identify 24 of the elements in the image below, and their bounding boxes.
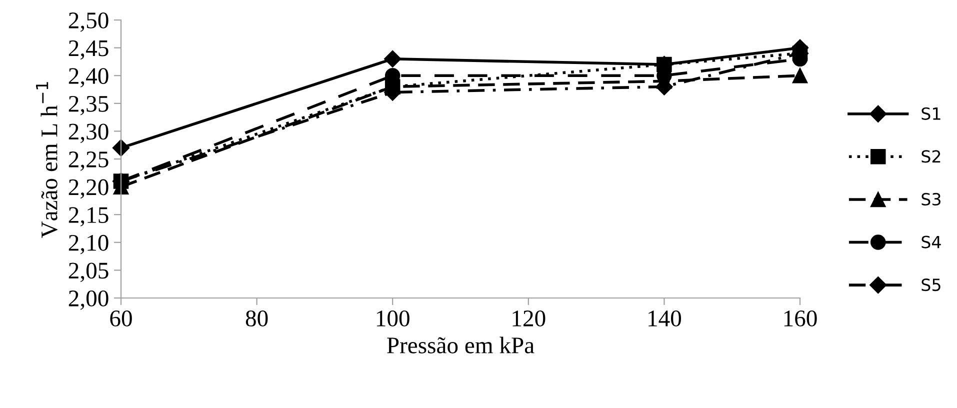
x-tick-label: 120 — [512, 310, 546, 326]
y-tick-label: 2,45 — [68, 40, 108, 60]
x-axis-title: Pressão em kPa — [387, 336, 534, 354]
y-axis-title: Vazão em L h$^{−1}$ — [36, 82, 58, 238]
legend-label: S1 — [922, 107, 940, 120]
y-tick-label: 2,50 — [68, 12, 108, 32]
x-tick-label: 140 — [648, 310, 682, 326]
y-tick-label: 2,40 — [68, 68, 108, 88]
y-tick-label: 2,25 — [68, 152, 108, 171]
y-tick-label: 2,30 — [68, 124, 108, 144]
legend-label: S3 — [922, 192, 940, 206]
x-tick-label: 60 — [110, 310, 132, 326]
y-tick-label: 2,15 — [68, 207, 108, 226]
legend-label: S4 — [922, 236, 941, 248]
y-tick-label: 2,00 — [68, 290, 108, 310]
y-tick-label: 2,10 — [68, 234, 108, 254]
legend-label: S2 — [922, 150, 940, 163]
x-tick-label: 160 — [784, 310, 817, 326]
legend-label: S5 — [922, 278, 940, 292]
x-tick-label: 100 — [376, 310, 410, 326]
y-tick-label: 2,35 — [68, 96, 108, 116]
y-tick-label: 2,05 — [68, 262, 108, 282]
y-tick-label: 2,20 — [68, 179, 108, 199]
x-tick-label: 80 — [246, 310, 268, 326]
